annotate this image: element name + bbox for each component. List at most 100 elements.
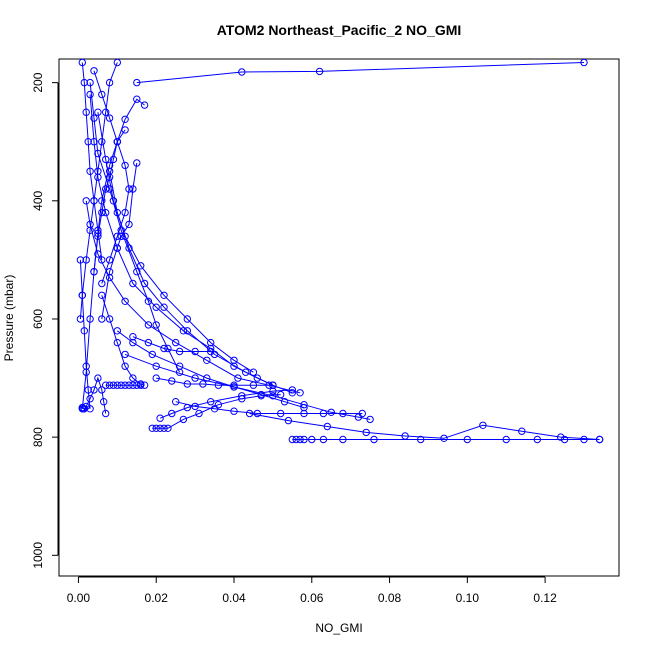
data-point (417, 435, 425, 444)
data-point (90, 268, 98, 276)
x-tick-label: 0.12 (533, 591, 557, 605)
y-axis: 200 400 600 800 1000 (31, 72, 59, 569)
data-point (160, 424, 168, 432)
data-point (80, 327, 89, 335)
data-point (253, 409, 261, 418)
series-line (175, 401, 363, 414)
data-point (113, 232, 122, 241)
data-point (137, 262, 145, 270)
series-line (109, 171, 274, 386)
data-point (156, 424, 164, 432)
data-point (133, 381, 141, 389)
y-axis-label: Pressure (mbar) (2, 275, 16, 362)
data-point (102, 409, 110, 418)
data-point (105, 78, 114, 87)
data-point (518, 427, 526, 435)
data-point (463, 435, 471, 444)
plot-area (58, 58, 620, 577)
data-point (117, 232, 125, 241)
data-point (595, 435, 604, 444)
data-point (207, 398, 215, 406)
data-point (125, 244, 133, 252)
data-point (238, 392, 246, 400)
series-line (136, 62, 585, 84)
data-point (129, 185, 137, 193)
series-line (116, 330, 305, 409)
data-point (90, 114, 98, 122)
data-point (300, 409, 308, 418)
series-line (152, 394, 281, 429)
series-line (101, 162, 138, 320)
data-point (105, 315, 114, 323)
data-point (133, 159, 141, 167)
data-point (125, 185, 133, 193)
data-point (580, 58, 588, 67)
data-point (94, 149, 102, 158)
data-point (175, 362, 184, 370)
data-point (152, 303, 160, 311)
data-point (102, 155, 110, 164)
series-line (81, 98, 145, 409)
data-point (183, 380, 192, 388)
data-point (102, 208, 110, 217)
data-point (98, 256, 106, 264)
data-point (125, 381, 133, 389)
x-tick-label: 0.04 (222, 591, 246, 605)
data-point (288, 435, 296, 444)
data-point (121, 115, 129, 124)
series-line (97, 112, 254, 373)
data-point (214, 401, 223, 409)
data-point (269, 387, 277, 395)
data-point (440, 434, 448, 442)
data-point (98, 90, 106, 99)
data-point (82, 197, 90, 205)
data-point (84, 138, 92, 146)
data-point (100, 398, 108, 406)
data-point (580, 435, 588, 444)
data-point (199, 380, 207, 388)
data-point (113, 208, 122, 217)
data-point (172, 338, 180, 347)
data-point (358, 409, 366, 418)
data-point (242, 368, 250, 376)
data-point (98, 208, 106, 217)
data-point (82, 256, 90, 264)
data-point (277, 390, 285, 399)
data-point (86, 90, 94, 99)
data-point (152, 424, 160, 432)
data-point (203, 374, 211, 382)
data-point (105, 381, 114, 389)
data-point (277, 409, 285, 418)
data-point (86, 167, 94, 176)
data-point (207, 338, 215, 347)
data-point (230, 407, 238, 415)
data-point (129, 279, 137, 288)
x-axis-label: NO_GMI (315, 621, 362, 635)
data-point (210, 405, 219, 413)
data-point (105, 256, 114, 264)
series-line (249, 413, 600, 440)
data-point (121, 208, 129, 217)
data-point (230, 356, 238, 364)
data-point (105, 273, 114, 282)
data-point (82, 108, 90, 116)
data-point (121, 350, 129, 359)
data-point (234, 374, 242, 382)
y-tick-label: 600 (31, 309, 45, 329)
data-point (133, 268, 141, 276)
data-point (319, 409, 328, 418)
data-point (319, 435, 328, 444)
data-point (98, 197, 106, 205)
data-point (323, 422, 331, 431)
data-point (238, 68, 246, 76)
chart-title: ATOM2 Northeast_Pacific_2 NO_GMI (217, 22, 462, 38)
data-point (121, 126, 129, 134)
series-line (124, 353, 371, 420)
data-point (183, 315, 192, 323)
data-point (160, 291, 168, 299)
x-tick-label: 0.10 (456, 591, 480, 605)
series-line (101, 295, 145, 386)
data-point (148, 424, 157, 432)
data-point (362, 428, 370, 437)
data-point (214, 381, 223, 389)
